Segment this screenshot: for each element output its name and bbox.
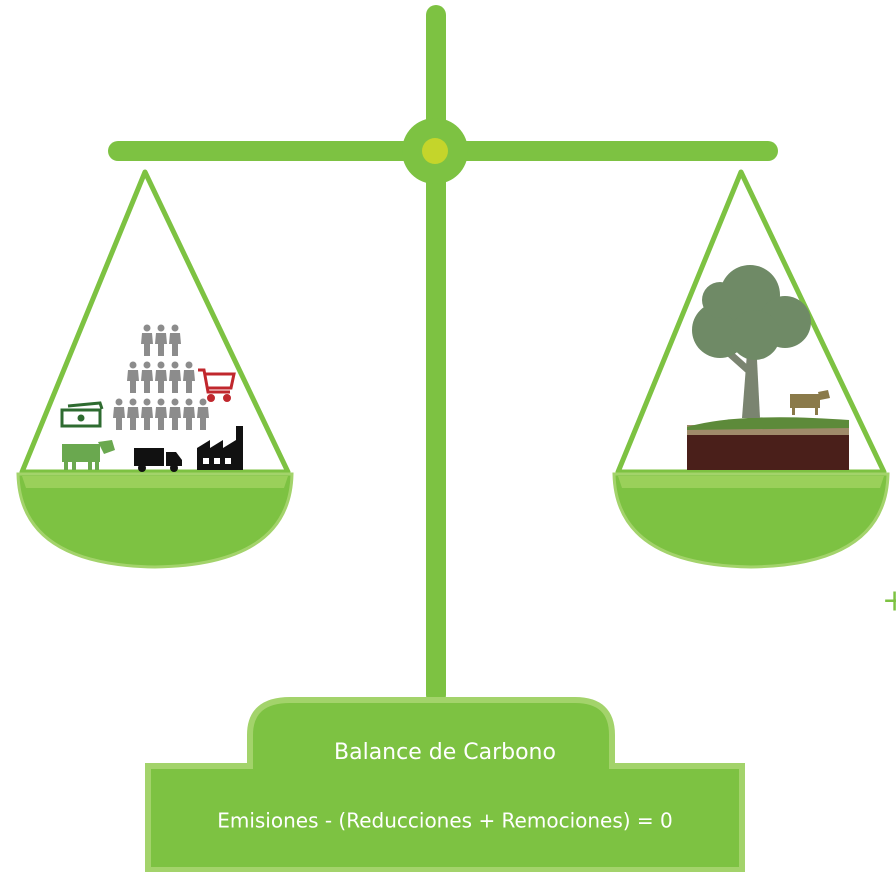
pedestal-top: [247, 697, 615, 769]
person-body: [197, 407, 209, 430]
person-head: [171, 324, 179, 332]
person-body: [169, 333, 181, 356]
person-head: [115, 398, 123, 406]
person-body: [183, 370, 195, 393]
person-head: [129, 398, 137, 406]
tree-icon: [692, 265, 811, 418]
person-body: [155, 370, 167, 393]
person-body: [127, 370, 139, 393]
small-cow-icon: [790, 390, 830, 415]
right-pan: [612, 472, 890, 569]
person-head: [143, 398, 151, 406]
person-head: [157, 398, 165, 406]
person-body: [141, 407, 153, 430]
left-pan-rim: [22, 476, 288, 488]
soil-icon: [687, 417, 849, 470]
pole: [426, 5, 446, 705]
pedestal-base: [145, 763, 745, 872]
side-mark: +: [882, 584, 896, 619]
money-icon: [60, 401, 104, 428]
person-head: [171, 398, 179, 406]
person-head: [157, 324, 165, 332]
right-pan-rim: [618, 476, 884, 488]
person-head: [157, 361, 165, 369]
cow-icon: [62, 440, 115, 470]
person-body: [169, 407, 181, 430]
title: Balance de Carbono: [334, 740, 556, 765]
right-strings: [615, 169, 887, 475]
left-strings: [19, 169, 291, 475]
people-icons: [113, 324, 209, 430]
person-body: [183, 407, 195, 430]
person-body: [155, 407, 167, 430]
person-head: [185, 398, 193, 406]
person-body: [155, 333, 167, 356]
person-head: [143, 361, 151, 369]
person-body: [127, 407, 139, 430]
person-head: [129, 361, 137, 369]
pedestal-joint: [253, 760, 609, 772]
cart-icon: [198, 368, 236, 402]
person-body: [141, 333, 153, 356]
left-pan: [16, 472, 294, 569]
person-body: [113, 407, 125, 430]
person-body: [141, 370, 153, 393]
pivot-center: [422, 138, 448, 164]
person-head: [185, 361, 193, 369]
person-head: [143, 324, 151, 332]
person-head: [171, 361, 179, 369]
truck-icon: [134, 448, 182, 472]
person-head: [199, 398, 207, 406]
person-body: [169, 370, 181, 393]
equation: Emisiones - (Reducciones + Remociones) =…: [217, 809, 673, 833]
factory-icon: [197, 426, 243, 470]
